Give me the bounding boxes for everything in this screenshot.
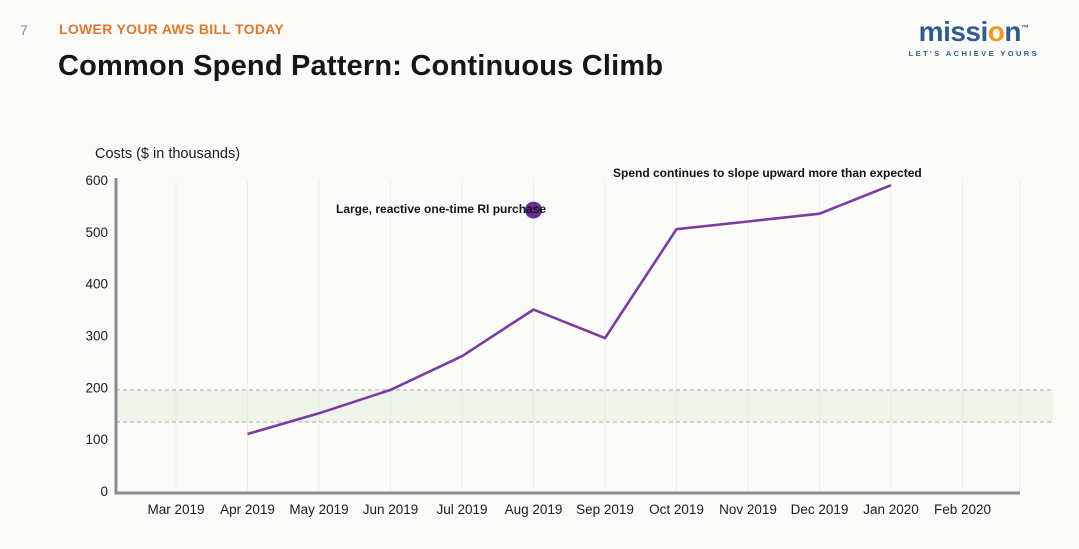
eyebrow-text: LOWER YOUR AWS BILL TODAY <box>59 21 285 37</box>
logo-word-end: n <box>1004 16 1021 47</box>
spend-line-series <box>247 183 892 436</box>
x-tick-label-mar-2019: Mar 2019 <box>147 502 204 517</box>
x-tick-label-jun-2019: Jun 2019 <box>363 502 419 517</box>
y-tick-label-200: 200 <box>85 380 108 395</box>
x-tick-label-feb-2020: Feb 2020 <box>934 502 991 517</box>
x-tick-label-nov-2019: Nov 2019 <box>719 502 777 517</box>
mission-logo-wordmark: mission™ <box>909 18 1039 46</box>
logo-letter-o: o <box>987 16 1005 47</box>
ri-purchase-dot <box>525 201 542 219</box>
y-tick-label-500: 500 <box>85 225 108 240</box>
x-tick-label-jul-2019: Jul 2019 <box>436 502 487 517</box>
y-tick-label-300: 300 <box>85 329 108 344</box>
y-tick-label-400: 400 <box>85 277 108 292</box>
x-tick-label-jan-2020: Jan 2020 <box>863 502 919 517</box>
x-tick-label-apr-2019: Apr 2019 <box>220 502 275 517</box>
page-title: Common Spend Pattern: Continuous Climb <box>58 50 664 82</box>
y-tick-label-600: 600 <box>85 173 108 188</box>
x-tick-label-sep-2019: Sep 2019 <box>576 502 634 517</box>
target-band <box>116 389 1053 423</box>
mission-logo: mission™ LET'S ACHIEVE YOURS <box>908 18 1039 59</box>
x-tick-label-dec-2019: Dec 2019 <box>791 502 849 517</box>
y-tick-label-0: 0 <box>100 484 108 499</box>
slide-number: 7 <box>20 22 28 38</box>
chart-axis-title: Costs ($ in thousands) <box>95 146 241 162</box>
annotation-slope-upward: Spend continues to slope upward more tha… <box>613 166 922 180</box>
x-tick-label-oct-2019: Oct 2019 <box>649 502 704 517</box>
logo-trademark: ™ <box>1021 23 1029 33</box>
logo-tagline: LET'S ACHIEVE YOURS <box>908 49 1039 58</box>
y-tick-label-100: 100 <box>85 432 108 447</box>
x-tick-label-aug-2019: Aug 2019 <box>505 502 563 517</box>
x-tick-label-may-2019: May 2019 <box>289 502 348 517</box>
annotation-ri-purchase: Large, reactive one-time RI purchase <box>336 202 547 216</box>
logo-word-start: missi <box>918 16 989 47</box>
